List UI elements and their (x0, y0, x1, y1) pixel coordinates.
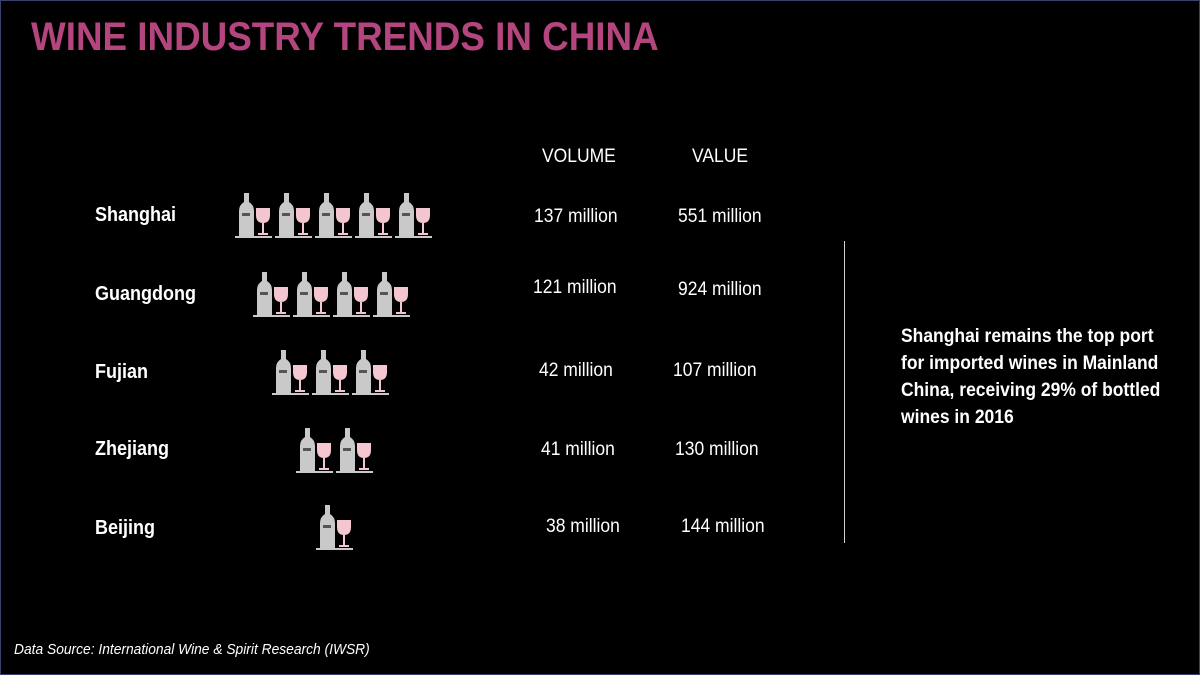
volume-zhejiang: 41 million (541, 439, 615, 460)
row-label-beijing: Beijing (95, 517, 156, 539)
volume-column-header: VOLUME (542, 146, 616, 167)
icon-group (316, 505, 353, 550)
volume-shanghai: 137 million (534, 206, 618, 227)
value-fujian: 107 million (673, 360, 757, 381)
wine-bottle-and-glass-icon (235, 193, 272, 238)
icon-group (272, 350, 389, 395)
insight-note: Shanghai remains the top port for import… (901, 326, 1161, 428)
wine-bottle-and-glass-icon (395, 193, 432, 238)
wine-bottle-and-glass-icon (293, 272, 330, 317)
volume-guangdong: 121 million (533, 277, 617, 298)
wine-bottle-and-glass-icon (355, 193, 392, 238)
icon-group (296, 428, 373, 473)
value-column-header: VALUE (692, 146, 749, 167)
icon-row-guangdong (253, 270, 411, 317)
value-shanghai: 551 million (678, 206, 762, 227)
row-label-guangdong: Guangdong (95, 283, 196, 305)
wine-bottle-and-glass-icon (315, 193, 352, 238)
wine-bottle-and-glass-icon (333, 272, 370, 317)
icon-row-zhejiang (296, 426, 374, 473)
divider-line (844, 241, 845, 543)
wine-bottle-and-glass-icon (253, 272, 290, 317)
row-label-fujian: Fujian (95, 361, 149, 383)
wine-bottle-and-glass-icon (296, 428, 333, 473)
icon-row-fujian (272, 348, 390, 395)
value-guangdong: 924 million (678, 279, 762, 300)
wine-bottle-and-glass-icon (312, 350, 349, 395)
wine-bottle-and-glass-icon (352, 350, 389, 395)
wine-bottle-and-glass-icon (336, 428, 373, 473)
wine-bottle-and-glass-icon (316, 505, 353, 550)
icon-group (235, 193, 432, 238)
value-zhejiang: 130 million (675, 439, 759, 460)
volume-beijing: 38 million (546, 516, 620, 537)
row-label-shanghai: Shanghai (95, 204, 177, 226)
volume-fujian: 42 million (539, 360, 613, 381)
row-label-zhejiang: Zhejiang (95, 438, 170, 460)
value-beijing: 144 million (681, 516, 765, 537)
icon-row-beijing (316, 503, 354, 550)
wine-bottle-and-glass-icon (373, 272, 410, 317)
data-source: Data Source: International Wine & Spirit… (14, 641, 370, 658)
wine-bottle-and-glass-icon (272, 350, 309, 395)
wine-bottle-and-glass-icon (275, 193, 312, 238)
icon-row-shanghai (235, 191, 433, 238)
page-title: WINE INDUSTRY TRENDS IN CHINA (31, 15, 659, 59)
icon-group (253, 272, 410, 317)
